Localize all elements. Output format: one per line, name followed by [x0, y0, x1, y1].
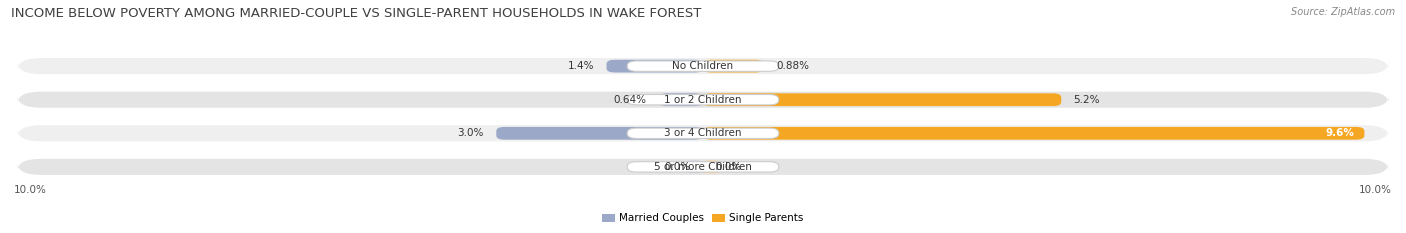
FancyBboxPatch shape — [17, 58, 1389, 74]
Text: 0.0%: 0.0% — [665, 162, 690, 172]
Text: 10.0%: 10.0% — [14, 185, 46, 195]
Text: 1 or 2 Children: 1 or 2 Children — [664, 95, 742, 105]
Text: 3.0%: 3.0% — [457, 128, 484, 138]
FancyBboxPatch shape — [627, 95, 779, 105]
Text: 5 or more Children: 5 or more Children — [654, 162, 752, 172]
FancyBboxPatch shape — [703, 127, 1364, 140]
Text: 3 or 4 Children: 3 or 4 Children — [664, 128, 742, 138]
FancyBboxPatch shape — [627, 162, 779, 172]
FancyBboxPatch shape — [627, 128, 779, 138]
FancyBboxPatch shape — [496, 127, 703, 140]
FancyBboxPatch shape — [606, 60, 703, 72]
Text: 9.6%: 9.6% — [1326, 128, 1354, 138]
Text: INCOME BELOW POVERTY AMONG MARRIED-COUPLE VS SINGLE-PARENT HOUSEHOLDS IN WAKE FO: INCOME BELOW POVERTY AMONG MARRIED-COUPL… — [11, 7, 702, 20]
FancyBboxPatch shape — [17, 125, 1389, 141]
FancyBboxPatch shape — [627, 61, 779, 71]
Text: 0.88%: 0.88% — [776, 61, 808, 71]
Text: 0.64%: 0.64% — [613, 95, 647, 105]
FancyBboxPatch shape — [17, 159, 1389, 175]
FancyBboxPatch shape — [686, 161, 703, 173]
Text: Source: ZipAtlas.com: Source: ZipAtlas.com — [1291, 7, 1395, 17]
Text: 1.4%: 1.4% — [568, 61, 595, 71]
FancyBboxPatch shape — [703, 161, 720, 173]
Text: No Children: No Children — [672, 61, 734, 71]
FancyBboxPatch shape — [17, 92, 1389, 108]
Text: 5.2%: 5.2% — [1074, 95, 1099, 105]
FancyBboxPatch shape — [659, 93, 703, 106]
Text: 10.0%: 10.0% — [1360, 185, 1392, 195]
FancyBboxPatch shape — [703, 60, 763, 72]
FancyBboxPatch shape — [703, 93, 1062, 106]
Text: 0.0%: 0.0% — [716, 162, 741, 172]
Legend: Married Couples, Single Parents: Married Couples, Single Parents — [599, 209, 807, 228]
